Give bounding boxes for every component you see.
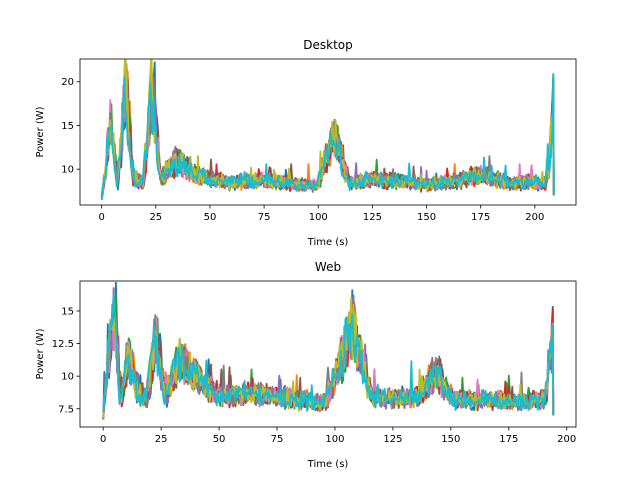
desktop-x-tick-label: 100 <box>309 212 328 223</box>
web-x-tick-label: 75 <box>271 434 284 445</box>
web-x-tick-label: 200 <box>557 434 576 445</box>
desktop-y-axis-label: Power (W) <box>35 106 46 157</box>
desktop-ticks: 0 25 50 75 100 125 150 175 200 10 15 20 <box>61 77 544 223</box>
desktop-x-tick-label: 125 <box>363 212 382 223</box>
desktop-y-tick-label: 15 <box>61 121 74 132</box>
web-title: Web <box>315 260 341 274</box>
web-x-tick-label: 175 <box>499 434 518 445</box>
web-y-axis-label: Power (W) <box>35 328 46 379</box>
web-x-tick-label: 150 <box>441 434 460 445</box>
web-ticks: 0 25 50 75 100 125 150 175 200 7.5 10 12.5 15 <box>52 306 577 445</box>
desktop-y-tick-label: 20 <box>61 77 74 88</box>
desktop-x-tick-label: 50 <box>204 212 217 223</box>
desktop-x-tick-label: 25 <box>149 212 162 223</box>
web-x-tick-label: 50 <box>213 434 226 445</box>
web-y-tick-label: 12.5 <box>52 339 74 350</box>
web-subplot: Web 0 25 50 75 100 125 150 175 200 7.5 10 12.5 15 Ti… <box>35 260 577 470</box>
desktop-x-tick-label: 200 <box>525 212 544 223</box>
desktop-x-tick-label: 150 <box>417 212 436 223</box>
web-plot-area <box>79 280 577 428</box>
web-y-tick-label: 10 <box>61 372 74 383</box>
desktop-title: Desktop <box>303 38 353 52</box>
desktop-subplot: Desktop 0 25 50 75 100 125 150 175 200 10 15 20 Tim… <box>35 38 577 248</box>
desktop-x-tick-label: 0 <box>98 212 104 223</box>
web-x-tick-label: 25 <box>155 434 168 445</box>
desktop-y-tick-label: 10 <box>61 165 74 176</box>
web-x-tick-label: 100 <box>325 434 344 445</box>
web-x-axis-label: Time (s) <box>307 459 349 470</box>
desktop-plot-area <box>79 58 577 206</box>
desktop-x-tick-label: 175 <box>471 212 490 223</box>
web-x-tick-label: 0 <box>100 434 106 445</box>
web-y-tick-label: 7.5 <box>58 404 74 415</box>
desktop-x-axis-label: Time (s) <box>307 237 349 248</box>
web-axes-frame <box>79 280 577 428</box>
web-series-line <box>102 292 555 416</box>
web-y-tick-label: 15 <box>61 306 74 317</box>
desktop-axes-frame <box>79 58 577 206</box>
desktop-x-tick-label: 75 <box>258 212 271 223</box>
desktop-series-line <box>100 73 555 200</box>
web-x-tick-label: 125 <box>383 434 402 445</box>
